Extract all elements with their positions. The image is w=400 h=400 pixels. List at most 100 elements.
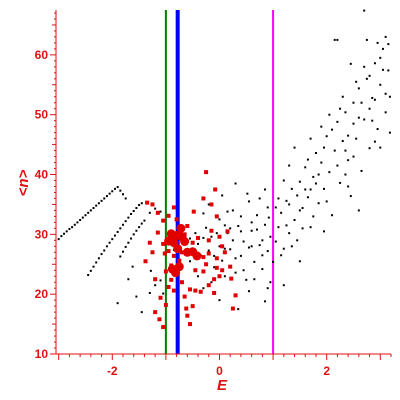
data-point-s0-10 (84, 214, 87, 217)
data-point-s0-69 (149, 269, 152, 272)
data-point-s0-96 (242, 240, 245, 243)
data-point-s0-243 (373, 98, 376, 101)
data-point-s0-196 (309, 137, 312, 140)
data-point-s1-42 (217, 234, 222, 239)
data-point-s0-161 (314, 151, 317, 154)
data-point-s0-213 (333, 38, 336, 41)
data-point-s0-159 (309, 226, 312, 229)
data-point-s0-120 (266, 206, 269, 209)
data-point-s0-18 (105, 195, 108, 198)
data-point-s1-34 (222, 250, 227, 255)
data-point-s0-238 (323, 230, 325, 233)
data-point-s0-61 (127, 278, 130, 281)
data-point-s0-97 (245, 278, 248, 281)
data-point-s1-30 (201, 255, 206, 260)
data-point-s2-11 (192, 251, 202, 261)
data-point-s0-83 (207, 249, 210, 252)
data-point-s0-216 (381, 68, 384, 71)
data-point-s0-44 (135, 207, 138, 210)
data-point-s1-2 (161, 218, 166, 223)
data-point-s1-7 (147, 240, 152, 245)
data-point-s0-204 (352, 155, 355, 158)
data-point-s0-166 (328, 171, 331, 174)
data-point-s0-198 (320, 125, 323, 128)
data-point-s1-26 (190, 304, 195, 309)
data-point-s0-79 (197, 242, 200, 245)
data-point-s1-36 (233, 293, 238, 298)
data-point-s0-127 (229, 248, 232, 251)
data-point-s0-99 (250, 229, 253, 232)
data-point-s1-40 (214, 214, 219, 219)
data-point-s0-165 (325, 135, 328, 138)
data-point-s0-130 (223, 224, 226, 227)
data-point-s0-115 (247, 200, 250, 203)
data-point-s1-35 (228, 264, 233, 269)
data-point-s0-86 (215, 232, 218, 235)
data-point-s1-50 (220, 244, 225, 249)
y-tick-label-1: 20 (35, 287, 49, 301)
data-point-s0-15 (97, 202, 100, 205)
data-point-s0-88 (221, 259, 224, 262)
data-point-s0-186 (381, 47, 384, 50)
data-point-s0-103 (261, 268, 264, 271)
data-point-s0-145 (226, 210, 229, 213)
data-point-s1-4 (155, 210, 160, 215)
data-point-s1-52 (196, 235, 201, 240)
data-point-s1-22 (182, 294, 187, 299)
data-point-s0-233 (298, 260, 301, 263)
data-point-s0-29 (95, 261, 98, 264)
data-point-s0-135 (218, 299, 221, 302)
data-point-s0-202 (341, 95, 344, 98)
data-point-s0-232 (282, 284, 285, 287)
data-point-s0-245 (288, 203, 291, 206)
data-point-s0-121 (269, 281, 272, 284)
data-point-s1-21 (171, 288, 176, 293)
data-point-s0-9 (81, 216, 84, 219)
data-point-s0-139 (266, 287, 269, 290)
data-point-s0-207 (368, 107, 371, 110)
data-point-s1-31 (206, 251, 211, 256)
data-point-s0-5 (71, 226, 74, 229)
data-point-s0-100 (253, 260, 256, 263)
data-point-s0-132 (247, 290, 250, 293)
data-point-s0-93 (234, 271, 237, 274)
data-point-s0-24 (122, 193, 124, 196)
data-point-s0-142 (231, 209, 234, 212)
data-point-s1-49 (193, 268, 198, 273)
data-point-s0-108 (202, 212, 205, 215)
data-point-s0-48 (122, 250, 124, 253)
data-point-s0-211 (365, 38, 368, 41)
x-axis-label: E (217, 377, 228, 394)
data-point-s0-152 (290, 187, 293, 190)
data-point-s0-244 (309, 188, 312, 191)
data-point-s0-197 (314, 182, 317, 185)
data-point-s0-178 (360, 169, 363, 172)
data-point-s0-52 (132, 233, 135, 236)
data-point-s0-76 (189, 237, 191, 240)
data-point-s0-143 (267, 216, 270, 219)
data-point-s1-28 (188, 322, 192, 327)
data-point-s1-23 (188, 287, 192, 292)
data-point-s1-8 (150, 250, 155, 255)
data-point-s0-128 (210, 281, 213, 284)
data-point-s1-57 (214, 256, 219, 261)
data-point-s0-136 (202, 287, 205, 290)
data-point-s0-38 (119, 227, 122, 230)
data-point-s0-248 (347, 185, 350, 188)
data-point-s0-229 (285, 224, 288, 227)
data-point-s0-129 (242, 269, 245, 272)
data-point-s0-119 (261, 239, 264, 242)
data-point-s0-191 (282, 179, 285, 182)
data-point-s1-43 (212, 277, 217, 282)
data-point-s0-112 (213, 266, 216, 269)
data-point-s0-62 (131, 265, 134, 268)
data-point-s0-109 (218, 218, 221, 221)
data-point-s1-45 (201, 269, 206, 274)
data-point-s0-180 (365, 77, 368, 80)
data-point-s0-212 (376, 41, 379, 44)
data-point-s1-53 (204, 262, 209, 267)
data-point-s1-16 (158, 295, 163, 300)
data-point-s0-138 (197, 275, 200, 278)
data-point-s1-32 (214, 265, 219, 270)
